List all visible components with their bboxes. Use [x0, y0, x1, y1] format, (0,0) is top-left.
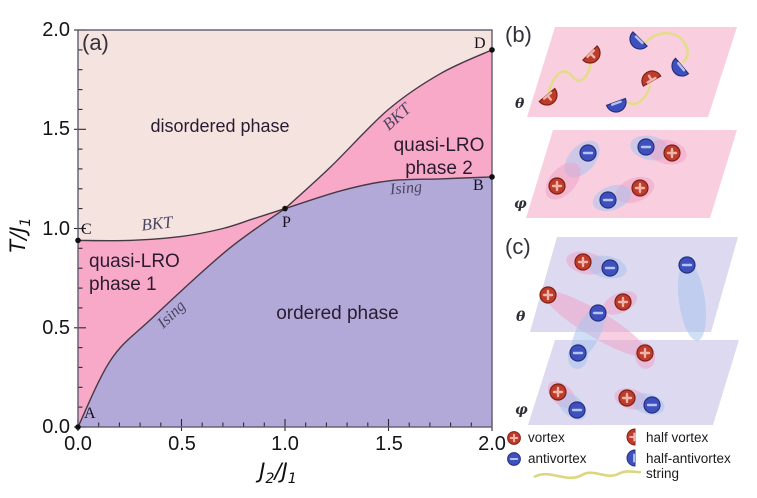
quasi-lro-1-line1: quasi-LRO	[89, 251, 180, 272]
quasi-lro-1-line2: phase 1	[89, 274, 157, 295]
x-axis-label-sub1: 1	[287, 471, 297, 488]
theta-label-b: θ	[515, 96, 525, 112]
legend-label-string: string	[646, 466, 680, 481]
panel-b-label: (b)	[505, 22, 532, 47]
antivortex-icon	[568, 343, 588, 363]
vortex-icon	[573, 252, 593, 272]
plot-frame	[77, 29, 493, 428]
phi-label-b: φ	[514, 196, 527, 212]
region-quasi-lro-phase-2	[285, 49, 492, 209]
antivortex-icon	[677, 255, 697, 275]
critical-point-dot	[75, 424, 81, 430]
x-tick-label: 2.0	[478, 433, 506, 455]
y-tick-label: 1.0	[42, 218, 70, 240]
region-label-quasi-lro-1: quasi-LRO phase 1	[89, 250, 180, 296]
x-tick-label: 1.0	[271, 433, 299, 455]
x-axis-label-sub2: 2	[265, 471, 275, 488]
vortex-icon	[547, 176, 567, 196]
point-label-d: D	[474, 35, 486, 52]
vortex-icon	[630, 178, 650, 198]
legend-label-half-antivortex: half-antivortex	[646, 451, 731, 466]
critical-point-dot	[282, 205, 288, 212]
critical-point-dots	[75, 47, 495, 430]
panel-c-illustration	[528, 237, 739, 425]
x-tick-label: 0.0	[64, 433, 92, 455]
string-icon	[533, 470, 642, 480]
region-ordered-phase	[78, 176, 492, 427]
legend-label-half-vortex: half vortex	[646, 430, 709, 445]
legend-label-vortex: vortex	[528, 430, 565, 445]
vortex-icon	[662, 143, 682, 163]
x-tick-label: 0.5	[168, 433, 196, 455]
region-label-quasi-lro-2: quasi-LRO phase 2	[383, 134, 495, 180]
vortex-icon	[617, 388, 637, 408]
quasi-lro-2-line1: quasi-LRO	[393, 135, 485, 156]
critical-point-dot	[489, 47, 495, 53]
theta-label-c: θ	[516, 309, 526, 325]
bkt-line-right	[284, 49, 493, 210]
y-tick-label: 0.5	[42, 317, 70, 339]
phase-boundaries	[77, 49, 493, 428]
antivortex-icon	[588, 303, 608, 323]
half-vortex-icon	[626, 428, 636, 446]
vortex-icon	[613, 292, 633, 312]
antivortex-icon	[636, 137, 656, 157]
legend-label-antivortex: antivortex	[528, 451, 587, 466]
antivortex-icon	[578, 143, 598, 163]
panel-b-illustration	[526, 27, 737, 218]
point-label-c: C	[81, 221, 92, 238]
y-tick-label: 2.0	[42, 19, 70, 41]
point-label-p: P	[282, 214, 291, 231]
panel-c-label: (c)	[505, 234, 531, 259]
theta-plane-c	[530, 237, 738, 332]
antivortex-icon	[600, 258, 620, 278]
ising-line-right	[284, 176, 493, 210]
region-label-ordered: ordered phase	[276, 303, 399, 324]
antivortex-icon	[642, 395, 662, 415]
antivortex-icon	[567, 400, 587, 420]
vortex-icon	[548, 382, 568, 402]
antivortex-icon	[598, 190, 618, 210]
panel-a-label: (a)	[82, 30, 109, 55]
ising-line-left	[77, 208, 286, 428]
theta-plane-b	[527, 27, 737, 117]
y-tick-label: 0.0	[42, 416, 70, 438]
quasi-lro-2-line2: phase 2	[405, 158, 473, 179]
phi-label-c: φ	[515, 402, 528, 418]
critical-point-dot	[489, 174, 495, 180]
x-tick-label: 1.5	[375, 433, 403, 455]
x-axis-label-j1: /J	[274, 459, 288, 483]
point-label-b: B	[473, 177, 484, 194]
x-axis-label-j: J	[259, 459, 266, 483]
critical-point-dot	[75, 237, 81, 244]
vortex-icon	[538, 285, 558, 305]
x-axis-label: J2/J1	[246, 459, 310, 487]
bkt-line-left	[77, 207, 286, 242]
region-quasi-lro-phase-1	[78, 208, 285, 427]
vortex-icon	[635, 343, 655, 363]
y-tick-label: 1.5	[42, 118, 70, 140]
legend-icons	[506, 428, 642, 480]
phase-diagram	[74, 29, 495, 431]
region-label-disordered: disordered phase	[150, 116, 290, 136]
y-axis-label-main: T/J	[5, 226, 30, 253]
point-label-a: A	[84, 405, 96, 422]
half-antivortex-icon	[626, 449, 636, 467]
